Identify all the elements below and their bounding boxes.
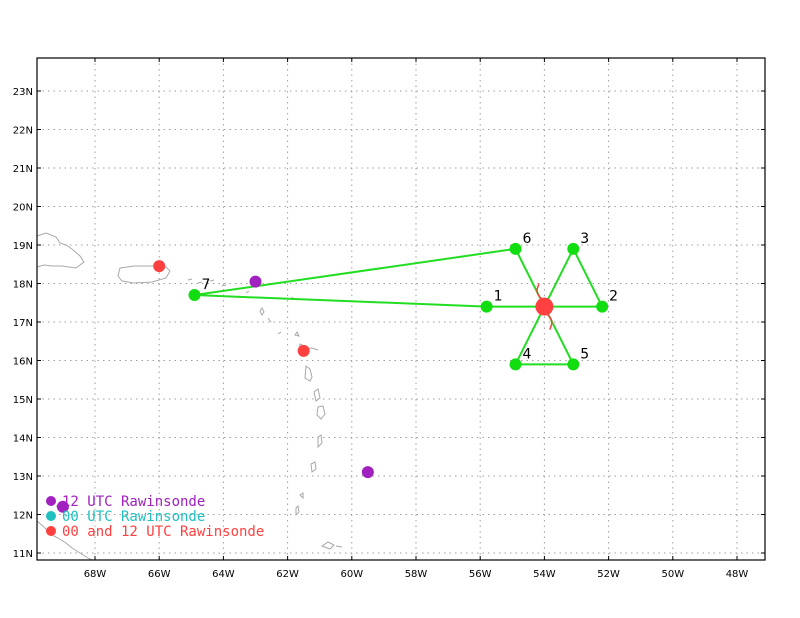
sample-point-3 — [567, 242, 580, 255]
virgin-islands-coast — [187, 278, 227, 287]
sample-point-1 — [480, 300, 493, 313]
graticule — [37, 58, 765, 560]
sample-points: 1 2 3 4 5 6 7 — [188, 231, 618, 371]
lon-tick-label: 64W — [212, 569, 235, 580]
storm-center-symbol — [536, 282, 553, 331]
lat-tick-label: 11N — [13, 549, 33, 560]
rawinsonde-site — [249, 275, 262, 288]
sample-point-label-6: 6 — [523, 231, 532, 247]
track-segment — [194, 247, 516, 297]
lat-tick-label: 18N — [13, 280, 33, 291]
lat-tick-label: 22N — [13, 126, 33, 137]
lesser-antilles-coast — [245, 290, 326, 517]
legend-marker — [46, 511, 56, 521]
puerto-rico-coast — [117, 265, 171, 284]
lon-tick-label: 54W — [533, 569, 556, 580]
lon-tick-label: 68W — [84, 569, 107, 580]
legend-label: 00 and 12 UTC Rawinsonde — [62, 524, 264, 540]
sample-point-label-5: 5 — [580, 346, 589, 362]
rawinsonde-site — [361, 466, 374, 479]
sample-point-7 — [188, 289, 201, 302]
rawinsonde-site — [56, 500, 69, 513]
lon-tick-label: 56W — [469, 569, 492, 580]
lat-tick-label: 23N — [13, 87, 33, 98]
lat-tick-label: 21N — [13, 164, 33, 175]
lat-tick-label: 17N — [13, 318, 33, 329]
lat-tick-label: 14N — [13, 434, 33, 445]
legend-label: 12 UTC Rawinsonde — [62, 494, 205, 510]
axis-ticks: 68W 66W 64W 62W 60W 58W 56W 54W 52W 50W 48W 11N 12N 1… — [13, 58, 765, 580]
lon-tick-label: 62W — [276, 569, 299, 580]
sample-point-label-3: 3 — [580, 231, 589, 247]
lon-tick-label: 50W — [661, 569, 684, 580]
sample-point-5 — [567, 358, 580, 371]
sample-point-4 — [509, 358, 522, 371]
lat-tick-label: 16N — [13, 357, 33, 368]
sample-point-label-2: 2 — [609, 289, 618, 305]
lat-tick-label: 13N — [13, 472, 33, 483]
lon-tick-label: 48W — [726, 569, 749, 580]
sample-point-label-1: 1 — [494, 289, 503, 305]
lat-tick-label: 19N — [13, 241, 33, 252]
rawinsonde-site — [297, 344, 310, 357]
lat-tick-label: 20N — [13, 203, 33, 214]
sample-point-label-4: 4 — [523, 346, 532, 362]
sample-point-label-7: 7 — [202, 277, 211, 293]
plot-frame — [36, 57, 766, 561]
lon-tick-label: 60W — [340, 569, 363, 580]
storm-center — [535, 297, 554, 316]
storm-arc — [546, 314, 553, 331]
legend-marker — [46, 496, 56, 506]
lon-tick-label: 52W — [597, 569, 620, 580]
sample-point-2 — [596, 300, 609, 313]
legend-marker — [46, 526, 56, 536]
sample-point-6 — [509, 242, 522, 255]
track-segment — [572, 248, 604, 308]
lon-tick-label: 58W — [405, 569, 428, 580]
rawinsonde-site — [153, 260, 166, 273]
storm-arc — [536, 282, 542, 300]
rawinsonde-sites — [56, 260, 374, 513]
lat-tick-label: 15N — [13, 395, 33, 406]
legend-label: 00 UTC Rawinsonde — [62, 509, 205, 525]
hispaniola-coast — [37, 232, 85, 269]
track-segment — [194, 294, 487, 308]
lat-tick-label: 12N — [13, 511, 33, 522]
lon-tick-label: 66W — [148, 569, 171, 580]
